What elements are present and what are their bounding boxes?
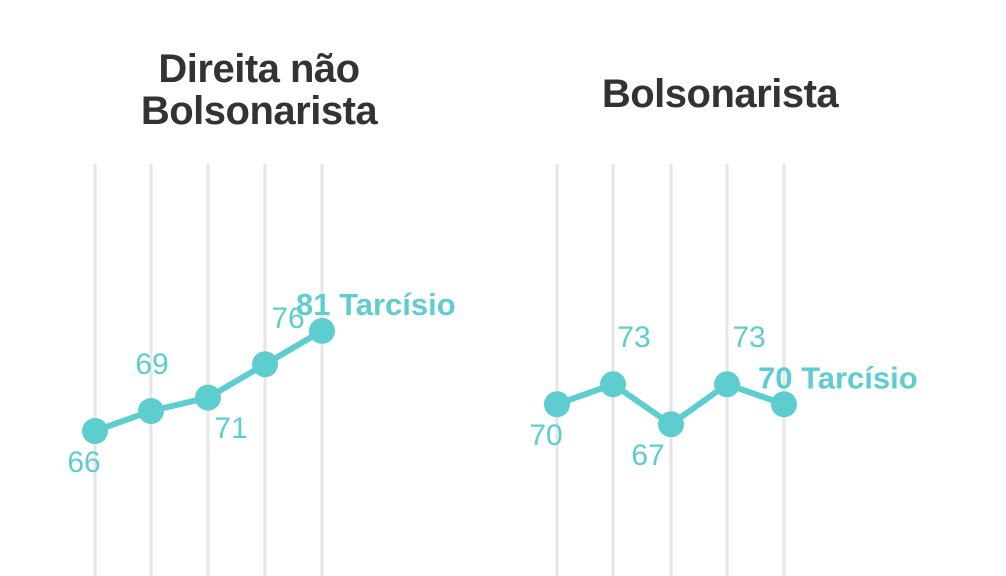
chart-title-bolsonarista: Bolsonarista: [560, 73, 880, 115]
chart-title-line-1: Direita não: [158, 47, 360, 91]
data-label: 73: [617, 321, 650, 354]
data-point: [309, 317, 335, 344]
chart-title-line-2: Bolsonarista: [140, 89, 378, 133]
end-label: 81 Tarcísio: [296, 287, 456, 322]
data-point: [195, 384, 221, 411]
data-point: [658, 411, 684, 438]
chart-title-direita-nao-bolsonarista: Direita não Bolsonarista: [99, 48, 419, 132]
data-point: [600, 371, 626, 398]
end-label: 70 Tarcísio: [758, 360, 918, 395]
data-label: 73: [732, 321, 765, 354]
data-label: 70: [529, 419, 562, 452]
chart-title-line-1: Bolsonarista: [601, 72, 839, 116]
data-label: 66: [67, 446, 100, 479]
data-point: [138, 398, 164, 424]
data-label: 69: [135, 348, 168, 381]
data-point: [544, 391, 570, 418]
data-point: [82, 418, 108, 444]
data-point: [771, 391, 797, 418]
data-label: 67: [631, 439, 664, 472]
data-label: 76: [271, 302, 304, 335]
data-point: [252, 351, 278, 378]
data-label: 71: [214, 412, 247, 445]
data-point: [714, 371, 740, 398]
